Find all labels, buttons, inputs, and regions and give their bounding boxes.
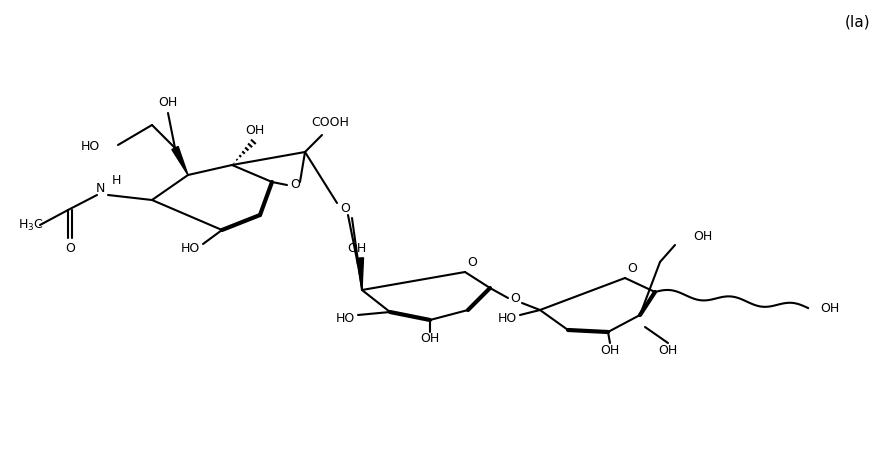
Text: HO: HO: [335, 311, 355, 325]
Text: O: O: [467, 256, 477, 268]
Text: HO: HO: [181, 242, 199, 255]
Text: OH: OH: [245, 123, 265, 137]
Text: OH: OH: [658, 344, 677, 356]
Text: HO: HO: [80, 140, 100, 153]
Text: OH: OH: [600, 344, 619, 356]
Text: H$_3$C: H$_3$C: [18, 217, 44, 232]
Text: O: O: [290, 178, 299, 192]
Text: HO: HO: [497, 311, 517, 325]
Text: O: O: [510, 291, 519, 305]
Text: OH: OH: [420, 331, 439, 345]
Text: OH: OH: [347, 242, 367, 255]
Text: H: H: [112, 173, 122, 187]
Text: O: O: [627, 262, 637, 275]
Text: N: N: [95, 182, 105, 194]
Text: OH: OH: [692, 231, 712, 243]
Text: COOH: COOH: [311, 115, 349, 128]
Text: (Ia): (Ia): [844, 15, 870, 30]
Text: O: O: [65, 242, 75, 255]
Text: OH: OH: [819, 301, 839, 315]
Polygon shape: [172, 147, 188, 175]
Text: OH: OH: [158, 97, 177, 109]
Text: O: O: [340, 202, 350, 214]
Polygon shape: [356, 258, 363, 290]
